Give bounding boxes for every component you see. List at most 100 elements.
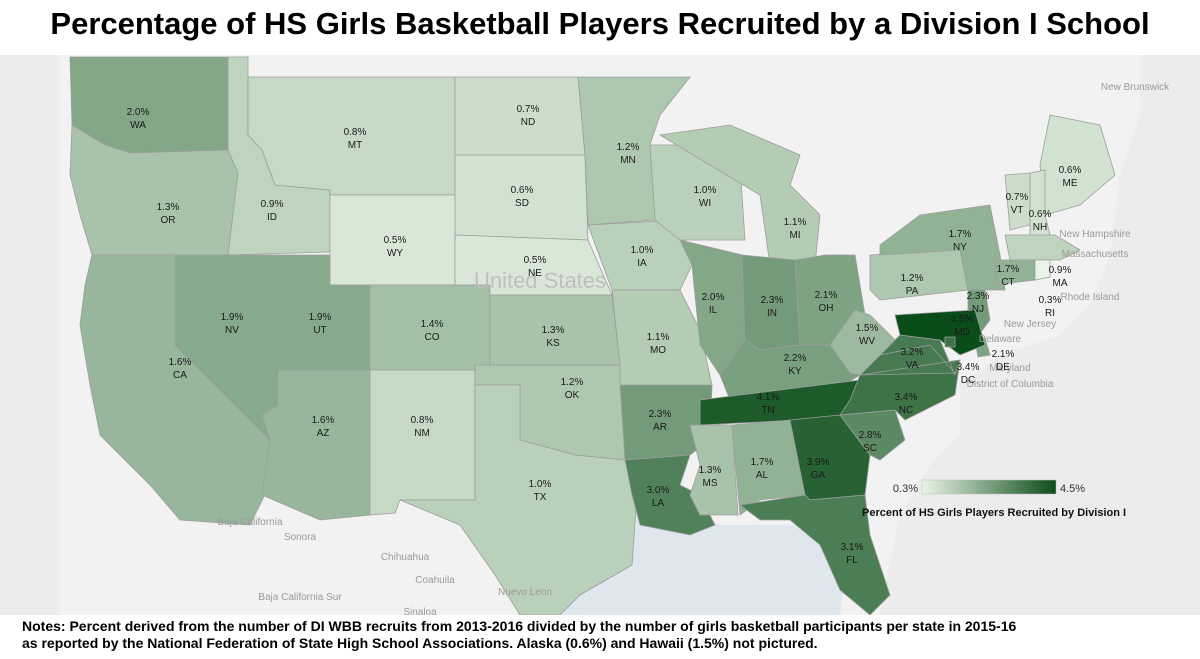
state-me [1039,114,1116,216]
state-value-fl: 3.1% [841,542,864,553]
background-label: Massachusetts [1062,249,1129,260]
state-abbr-mt: MT [348,140,362,151]
state-abbr-ia: IA [637,258,647,269]
state-abbr-de: DE [996,362,1010,373]
map-title: Percentage of HS Girls Basketball Player… [50,6,1150,41]
state-abbr-pa: PA [906,286,919,297]
state-value-wa: 2.0% [127,107,150,118]
state-value-nd: 0.7% [517,104,540,115]
state-abbr-wy: WY [387,248,403,259]
state-tx [399,384,639,616]
state-abbr-il: IL [709,305,718,316]
state-value-sc: 2.8% [859,430,882,441]
state-abbr-sd: SD [515,198,529,209]
state-abbr-tn: TN [761,405,774,416]
state-abbr-ca: CA [173,370,187,381]
state-abbr-la: LA [652,498,665,509]
state-abbr-mn: MN [620,155,636,166]
state-abbr-az: AZ [317,428,330,439]
color-legend: 0.3% 4.5% Percent of HS Girls Players Re… [862,479,1126,519]
state-value-tx: 1.0% [529,479,552,490]
state-al [731,419,806,516]
legend-title: Percent of HS Girls Players Recruited by… [862,507,1126,519]
state-abbr-in: IN [767,308,777,319]
state-abbr-wa: WA [130,120,146,131]
state-value-nm: 0.8% [411,415,434,426]
state-fl [738,494,891,616]
state-value-ct: 1.7% [997,264,1020,275]
map-area: United States Baja California Sonora Chihua… [0,55,1200,618]
state-abbr-ar: AR [653,422,667,433]
state-value-nc: 3.4% [895,392,918,403]
background-label: New Hampshire [1059,229,1131,240]
state-abbr-ks: KS [546,338,560,349]
background-label: United States [474,268,606,293]
state-value-ny: 1.7% [949,229,972,240]
state-az [261,369,371,521]
state-abbr-ct: CT [1001,277,1014,288]
background-label: Baja California [217,517,282,528]
state-nm [369,369,476,516]
legend-gradient-bar [921,479,1057,495]
state-abbr-vt: VT [1011,205,1024,216]
state-abbr-me: ME [1063,178,1078,189]
background-label: Sinaloa [403,607,437,615]
notes: Notes: Percent derived from the number o… [22,618,1192,652]
state-value-vt: 0.7% [1006,192,1029,203]
state-value-me: 0.6% [1059,165,1082,176]
state-value-pa: 1.2% [901,273,924,284]
state-value-la: 3.0% [647,485,670,496]
state-value-dc: 3.4% [957,362,980,373]
state-value-nh: 0.6% [1029,209,1052,220]
state-value-va: 3.2% [901,347,924,358]
state-abbr-al: AL [756,470,769,481]
state-abbr-md: MD [954,327,970,338]
state-abbr-nh: NH [1033,222,1047,233]
state-abbr-ky: KY [788,366,802,377]
state-abbr-nv: NV [225,325,239,336]
state-abbr-nd: ND [521,117,535,128]
state-abbr-mo: MO [650,345,666,356]
state-abbr-or: OR [161,215,176,226]
state-value-ne: 0.5% [524,255,547,266]
state-abbr-ne: NE [528,268,542,279]
state-abbr-nj: NJ [972,304,984,315]
state-value-sd: 0.6% [511,185,534,196]
background-label: Coahuila [415,575,455,586]
state-ny [879,204,1006,291]
legend-max-label: 4.5% [1060,483,1085,495]
state-abbr-va: VA [906,360,919,371]
state-abbr-ga: GA [811,470,826,481]
state-value-tn: 4.1% [757,392,780,403]
state-nd [454,76,586,156]
state-value-wy: 0.5% [384,235,407,246]
state-abbr-wi: WI [699,198,711,209]
notes-line-1: Notes: Percent derived from the number o… [22,618,1017,634]
background-label: Rhode Island [1061,292,1120,303]
state-abbr-ri: RI [1045,308,1055,319]
state-abbr-mi: MI [789,230,800,241]
state-abbr-sc: SC [863,443,877,454]
state-dc [944,336,956,348]
state-value-al: 1.7% [751,457,774,468]
state-abbr-wv: WV [859,336,875,347]
state-value-ca: 1.6% [169,357,192,368]
state-value-or: 1.3% [157,202,180,213]
state-value-ma: 0.9% [1049,265,1072,276]
state-ma [1004,234,1081,261]
state-value-oh: 2.1% [815,290,838,301]
legend-min-label: 0.3% [893,483,918,495]
state-abbr-ut: UT [313,325,326,336]
state-abbr-fl: FL [846,555,858,566]
state-value-wi: 1.0% [694,185,717,196]
state-value-id: 0.9% [261,199,284,210]
state-abbr-oh: OH [819,303,834,314]
background-label: New Jersey [1004,319,1056,330]
state-value-ok: 1.2% [561,377,584,388]
state-abbr-ok: OK [565,390,580,401]
state-abbr-nc: NC [899,405,913,416]
state-value-ga: 3.9% [807,457,830,468]
state-wv [829,309,896,376]
state-value-ms: 1.3% [699,465,722,476]
